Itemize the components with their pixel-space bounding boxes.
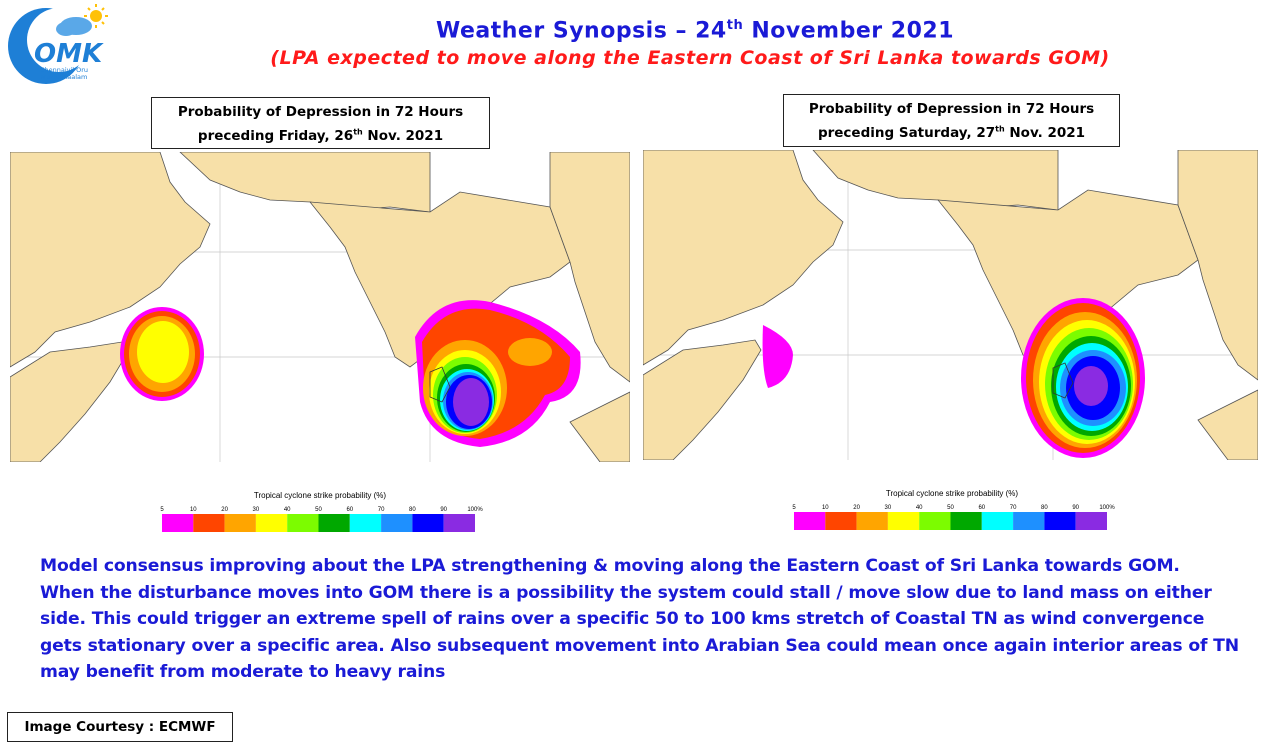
legend-swatch [349, 514, 382, 532]
probability-contours-arabian-sea [120, 307, 204, 401]
sun-icon [84, 4, 108, 28]
legend-tick-label: 90 [440, 507, 447, 513]
legend-swatch [162, 514, 194, 532]
logo-tagline-1: Chennaiyil Oru [40, 66, 88, 74]
title-main: Weather Synopsis – 24 [436, 18, 727, 44]
legend-tick-label: 90 [1072, 505, 1079, 511]
landmass [643, 150, 1258, 460]
omk-logo: OMK Chennaiyil Oru Mazhaikaalam [8, 4, 108, 84]
legend-swatch [443, 514, 475, 532]
legend-swatch [1075, 512, 1107, 530]
legend-tick-label: 50 [947, 505, 954, 511]
legend-swatch [224, 514, 256, 532]
probability-legend-1: Tropical cyclone strike probability (%) … [160, 491, 483, 532]
logo-tagline-2: Mazhaikaalam [41, 73, 88, 81]
map-caption-saturday: Probability of Depression in 72 Hours pr… [783, 94, 1120, 147]
legend-swatch [856, 512, 888, 530]
legend-swatch [255, 514, 288, 532]
legend-swatch [287, 514, 319, 532]
legend-swatch [919, 512, 951, 530]
legend-swatch [381, 514, 413, 532]
cloud-icon [56, 17, 92, 36]
legend-tick-label: 5 [160, 507, 164, 513]
legend-tick-label: 100% [467, 507, 483, 513]
legend-tick-label: 70 [1010, 505, 1017, 511]
legend-tick-label: 80 [409, 507, 416, 513]
legend-swatch [794, 512, 826, 530]
probability-contours-arabian-sea [762, 325, 793, 388]
page-title: Weather Synopsis – 24th November 2021 [200, 18, 1190, 43]
legend-swatch [981, 512, 1014, 530]
legend-swatch [825, 512, 857, 530]
legend-title: Tropical cyclone strike probability (%) [254, 491, 387, 500]
legend-tick-label: 20 [221, 507, 228, 513]
probability-legend-2: Tropical cyclone strike probability (%) … [792, 489, 1115, 530]
legend-swatch [950, 512, 982, 530]
legend-tick-label: 100% [1099, 505, 1115, 511]
probability-map-friday [10, 152, 630, 462]
page-subtitle: (LPA expected to move along the Eastern … [270, 47, 1110, 69]
legend-swatch [193, 514, 225, 532]
legend-tick-label: 40 [916, 505, 923, 511]
caption-line2: preceding Friday, 26th Nov. 2021 [197, 127, 444, 144]
legend-tick-label: 60 [978, 505, 985, 511]
legend-tick-label: 80 [1041, 505, 1048, 511]
legend-tick-label: 20 [853, 505, 860, 511]
map-caption-friday: Probability of Depression in 72 Hours pr… [151, 97, 490, 149]
legend-tick-label: 10 [190, 507, 197, 513]
legend-tick-label: 50 [315, 507, 322, 513]
legend-tick-label: 40 [284, 507, 291, 513]
legend-title: Tropical cyclone strike probability (%) [886, 489, 1019, 498]
synopsis-text: Model consensus improving about the LPA … [40, 556, 1239, 682]
legend-swatch [318, 514, 350, 532]
image-courtesy: Image Courtesy : ECMWF [7, 712, 233, 742]
legend-tick-label: 70 [378, 507, 385, 513]
caption-line2: preceding Saturday, 27th Nov. 2021 [817, 124, 1086, 141]
probability-contours-bay-of-bengal [1021, 298, 1145, 458]
legend-tick-label: 5 [792, 505, 796, 511]
legend-swatch [887, 512, 920, 530]
title-end: November 2021 [743, 18, 954, 44]
probability-map-saturday [643, 150, 1258, 460]
logo-text: OMK [34, 39, 104, 69]
legend-swatch [412, 514, 444, 532]
title-sup: th [726, 18, 744, 33]
legend-tick-label: 30 [885, 505, 892, 511]
landmass [10, 152, 630, 462]
legend-tick-label: 30 [253, 507, 260, 513]
legend-tick-label: 60 [346, 507, 353, 513]
caption-line1: Probability of Depression in 72 Hours [808, 101, 1095, 117]
legend-swatch [1013, 512, 1045, 530]
legend-swatch [1044, 512, 1076, 530]
probability-contours-bay-of-bengal [415, 300, 581, 447]
caption-line1: Probability of Depression in 72 Hours [177, 104, 464, 120]
legend-tick-label: 10 [822, 505, 829, 511]
